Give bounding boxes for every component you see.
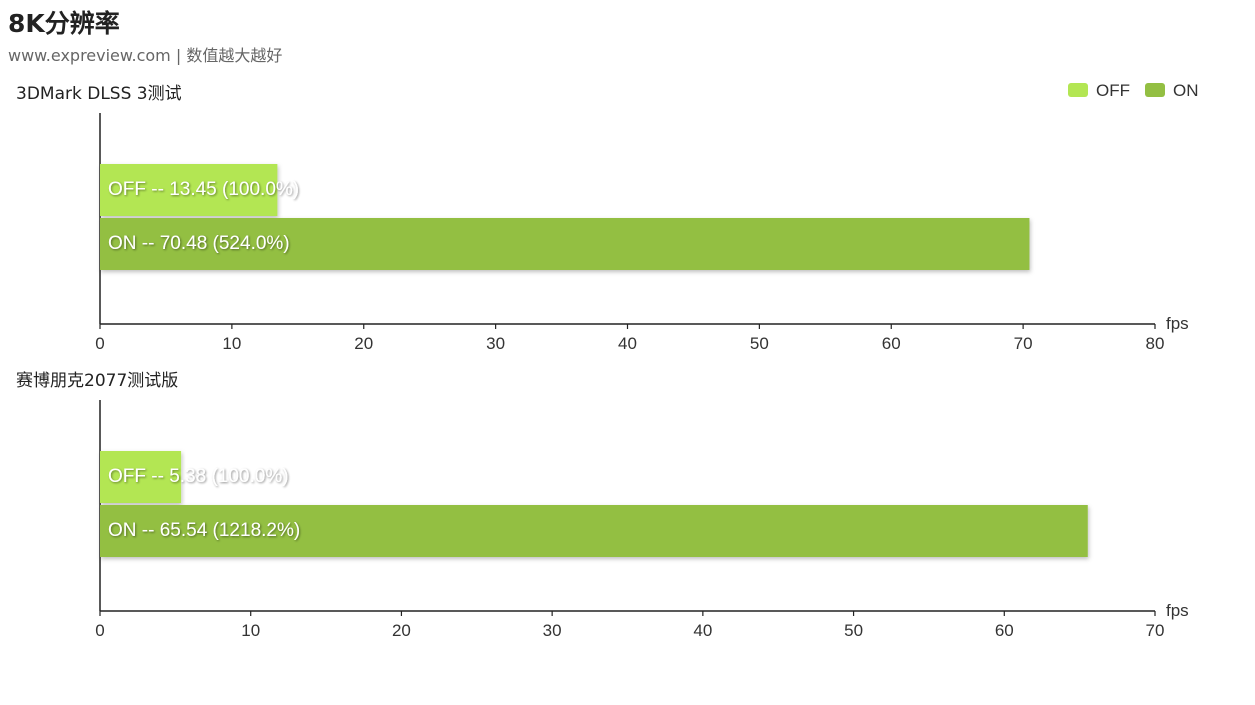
legend-label-on[interactable]: ON (1173, 81, 1199, 100)
x-tick-label: 10 (222, 334, 241, 353)
x-tick-label: 30 (543, 621, 562, 640)
x-tick-label: 80 (1146, 334, 1165, 353)
bar-label-off: OFF -- 5.38 (100.0%) (108, 466, 289, 487)
x-axis-label: fps (1166, 314, 1189, 333)
x-tick-label: 60 (995, 621, 1014, 640)
x-tick-label: 30 (486, 334, 505, 353)
bar-on[interactable] (100, 218, 1030, 270)
x-tick-label: 10 (241, 621, 260, 640)
bar-on[interactable] (100, 505, 1088, 557)
bar-label-on: ON -- 65.54 (1218.2%) (108, 520, 300, 541)
x-tick-label: 40 (693, 621, 712, 640)
page-subtitle: www.expreview.com | 数值越大越好 (8, 46, 283, 65)
x-tick-label: 0 (95, 621, 104, 640)
x-tick-label: 70 (1146, 621, 1165, 640)
x-tick-label: 50 (844, 621, 863, 640)
chart-title: 3DMark DLSS 3测试 (16, 84, 182, 104)
legend-label-off[interactable]: OFF (1096, 81, 1130, 100)
x-tick-label: 20 (354, 334, 373, 353)
chart-title: 赛博朋克2077测试版 (16, 370, 178, 391)
bar-off[interactable] (100, 164, 278, 216)
x-tick-label: 40 (618, 334, 637, 353)
legend-swatch-on[interactable] (1145, 83, 1165, 97)
x-axis-label: fps (1166, 601, 1189, 620)
x-tick-label: 70 (1014, 334, 1033, 353)
legend-swatch-off[interactable] (1068, 83, 1088, 97)
bar-off[interactable] (100, 451, 182, 503)
x-tick-label: 20 (392, 621, 411, 640)
page-title: 8K分辨率 (8, 9, 120, 38)
x-tick-label: 0 (95, 334, 104, 353)
bar-label-off: OFF -- 13.45 (100.0%) (108, 179, 299, 200)
bar-label-on: ON -- 70.48 (524.0%) (108, 233, 290, 254)
x-tick-label: 60 (882, 334, 901, 353)
legend: OFF ON (1068, 81, 1199, 100)
x-tick-label: 50 (750, 334, 769, 353)
